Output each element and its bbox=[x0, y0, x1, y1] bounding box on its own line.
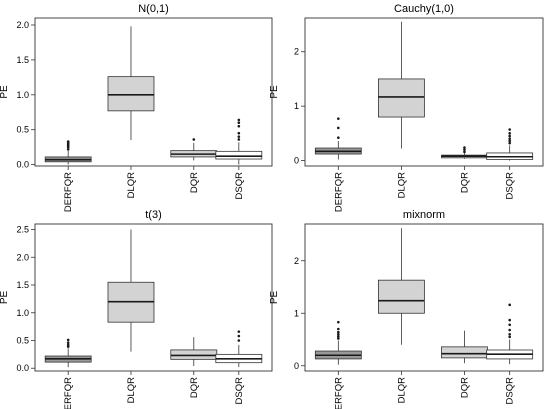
panel-3-box-1 bbox=[377, 279, 425, 314]
panel-1-box-3-outlier-2 bbox=[508, 137, 511, 141]
panel-1-category-label-2: DQR bbox=[459, 172, 470, 193]
panel-3-box-0-outlier-4 bbox=[337, 327, 340, 331]
panel-1-box-2-outlier-2 bbox=[463, 146, 466, 149]
panel-2-category-label-2: DQR bbox=[189, 377, 200, 398]
panel-0-ytick-label-4: 2.0 bbox=[16, 20, 29, 30]
panel-3-category-label-1: DLQR bbox=[396, 377, 407, 404]
panel-1-ytick-label-1: 1 bbox=[294, 101, 299, 111]
panel-0-category-label-1: DLQR bbox=[126, 172, 137, 199]
panel-0-box-1 bbox=[107, 76, 155, 112]
panel-3-box-0-outlier-2 bbox=[337, 332, 340, 336]
panel-3-category-label-0: DERFQR bbox=[333, 377, 344, 409]
panel-0-box-3-outlier-3 bbox=[237, 124, 241, 128]
panel-1-box-3-outlier-1 bbox=[508, 139, 511, 143]
panel-0-box-2-outlier-0 bbox=[192, 138, 196, 141]
panel-1-box-2-outlier-1 bbox=[463, 148, 466, 151]
panel-0-frame bbox=[34, 17, 273, 167]
panel-3-box-0-outlier-3 bbox=[337, 330, 340, 334]
panel-0-box-3 bbox=[215, 150, 263, 160]
panel-0-category-label-2: DQR bbox=[189, 172, 200, 193]
panel-2-box-3-outlier-2 bbox=[237, 330, 241, 333]
panel-1-title: Cauchy(1,0) bbox=[394, 3, 454, 15]
panel-1-frame bbox=[304, 17, 544, 167]
panel-0-ytick-label-3: 1.5 bbox=[16, 55, 29, 65]
panel-0-box-3-outlier-1 bbox=[237, 135, 241, 138]
panel-3-title: mixnorm bbox=[403, 209, 445, 221]
panel-2-ytick-label-1: 0.5 bbox=[16, 335, 29, 345]
panel-2-box-3-outlier-0 bbox=[237, 339, 241, 342]
panel-3-box-3-outlier-0 bbox=[508, 335, 511, 339]
panel-0-title: N(0,1) bbox=[138, 3, 169, 15]
panel-2-ytick-label-3: 1.5 bbox=[16, 280, 29, 290]
panel-1-box-2-outlier-0 bbox=[463, 150, 466, 154]
panel-1-category-label-1: DLQR bbox=[396, 172, 407, 199]
panel-0-category-label-0: DERFQR bbox=[63, 172, 74, 212]
panel-1-box-0-outlier-2 bbox=[337, 117, 340, 120]
panel-2-box-0-outlier-2 bbox=[66, 341, 70, 345]
panel-0-box-0-outlier-0 bbox=[66, 147, 70, 151]
panel-0-box-3-outlier-5 bbox=[237, 118, 241, 122]
panel-2-box-3-outlier-1 bbox=[237, 334, 241, 338]
panel-0-box-3-outlier-2 bbox=[237, 131, 241, 135]
panel-1-ylabel: PE bbox=[269, 85, 280, 99]
panel-1-box-1 bbox=[377, 78, 425, 118]
panel-3-ylabel: PE bbox=[269, 291, 280, 305]
panel-3-frame bbox=[304, 223, 544, 372]
panel-1-box-3-outlier-0 bbox=[508, 141, 511, 145]
panel-3-box-3-outlier-4 bbox=[508, 318, 511, 322]
panel-2-ylabel: PE bbox=[0, 291, 10, 305]
panel-0-box-3-outlier-0 bbox=[237, 138, 241, 141]
panel-3-box-0-outlier-5 bbox=[337, 320, 340, 324]
panel-0-category-label-3: DSQR bbox=[234, 172, 245, 200]
panel-1-box-3-outlier-4 bbox=[508, 132, 511, 135]
panel-1-box-3-outlier-3 bbox=[508, 134, 511, 138]
panel-3-box-2 bbox=[441, 346, 488, 359]
panel-3-box-3-outlier-5 bbox=[508, 303, 511, 307]
panel-2-category-label-3: DSQR bbox=[234, 377, 245, 405]
panel-0-box-3-outlier-4 bbox=[237, 121, 241, 125]
panel-3-category-label-3: DSQR bbox=[505, 377, 516, 405]
panel-1-category-label-0: DERFQR bbox=[333, 172, 344, 212]
panel-1-box-0-outlier-0 bbox=[337, 136, 340, 140]
panel-2-ytick-label-2: 1.0 bbox=[16, 308, 29, 318]
panel-1-box-3-outlier-5 bbox=[508, 128, 511, 131]
panel-2-box-2 bbox=[170, 349, 218, 360]
panel-3-ytick-label-2: 2 bbox=[294, 256, 299, 266]
panel-0-ytick-label-2: 1.0 bbox=[16, 90, 29, 100]
panel-1-box-0-outlier-1 bbox=[337, 126, 340, 130]
panel-0-box-0-outlier-5 bbox=[66, 140, 70, 143]
panel-3-box-3-outlier-2 bbox=[508, 328, 511, 332]
panel-3-box-3-outlier-1 bbox=[508, 332, 511, 336]
panel-3-box-0-outlier-1 bbox=[337, 335, 340, 338]
panel-2-ytick-label-4: 2.0 bbox=[16, 252, 29, 262]
panel-2-title: t(3) bbox=[145, 209, 162, 221]
panel-1-category-label-3: DSQR bbox=[505, 172, 516, 200]
panel-2-ytick-label-0: 0.0 bbox=[16, 363, 29, 373]
panel-2-category-label-0: DERFQR bbox=[63, 377, 74, 409]
panel-1-ytick-label-2: 2 bbox=[294, 47, 299, 57]
panel-3-ytick-label-0: 0 bbox=[294, 361, 299, 371]
panel-1-ytick-label-0: 0 bbox=[294, 156, 299, 166]
panel-2-frame bbox=[34, 223, 273, 372]
panel-0-ylabel: PE bbox=[0, 85, 10, 99]
panel-0-ytick-label-1: 0.5 bbox=[16, 125, 29, 135]
panel-2-ytick-label-5: 2.5 bbox=[16, 225, 29, 235]
panel-3-category-label-2: DQR bbox=[459, 377, 470, 398]
panel-3-box-0-outlier-0 bbox=[337, 337, 340, 340]
panel-2-category-label-1: DLQR bbox=[126, 377, 137, 404]
panel-3-ytick-label-1: 1 bbox=[294, 308, 299, 318]
panel-3-box-3-outlier-3 bbox=[508, 323, 511, 327]
panel-2-box-0-outlier-1 bbox=[66, 343, 70, 347]
panel-2-box-0-outlier-3 bbox=[66, 338, 70, 342]
panel-0-ytick-label-0: 0.0 bbox=[16, 160, 29, 170]
